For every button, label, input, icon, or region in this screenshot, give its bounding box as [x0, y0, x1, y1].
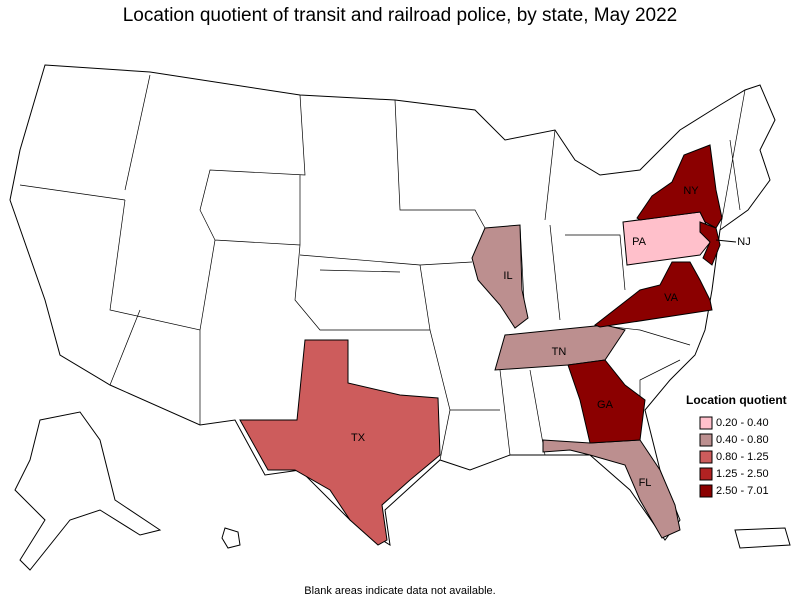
legend-label: 0.40 - 0.80 [716, 434, 769, 446]
legend-label: 2.50 - 7.01 [716, 485, 769, 497]
state-label: IL [503, 270, 512, 282]
state [471, 224, 529, 329]
legend-label: 0.20 - 0.40 [716, 417, 769, 429]
footnote: Blank areas indicate data not available. [304, 585, 495, 597]
legend-title: Location quotient [686, 393, 787, 407]
us-outline [9, 64, 776, 546]
legend-swatch [699, 484, 713, 498]
legend-label: 1.25 - 2.50 [716, 468, 769, 480]
nj-leader [715, 239, 737, 243]
state [594, 261, 713, 328]
alaska [14, 411, 162, 571]
legend: Location quotient 0.20 - 0.40 0.40 - 0.80… [686, 393, 787, 498]
state-label: GA [597, 399, 614, 411]
state-label: TN [552, 346, 567, 358]
state-label: NY [683, 185, 699, 197]
state [567, 359, 646, 444]
state-borders [19, 74, 746, 461]
state-label: FL [639, 477, 652, 489]
legend-swatch [699, 416, 713, 430]
state [699, 221, 721, 266]
state-label: NJ [737, 236, 750, 248]
legend-swatch [699, 450, 713, 464]
legend-swatch [699, 433, 713, 447]
states: PA IL TN FL TX NY NJ VA GA [239, 144, 751, 546]
legend-label: 0.80 - 1.25 [716, 451, 769, 463]
legend-swatch [699, 467, 713, 481]
hawaii [221, 527, 241, 549]
state [239, 339, 441, 546]
state-label: VA [664, 292, 679, 304]
map-title: Location quotient of transit and railroa… [123, 5, 678, 26]
state-label: PA [632, 236, 647, 248]
state-label: TX [351, 432, 366, 444]
state [636, 144, 723, 229]
puerto-rico [734, 527, 791, 549]
